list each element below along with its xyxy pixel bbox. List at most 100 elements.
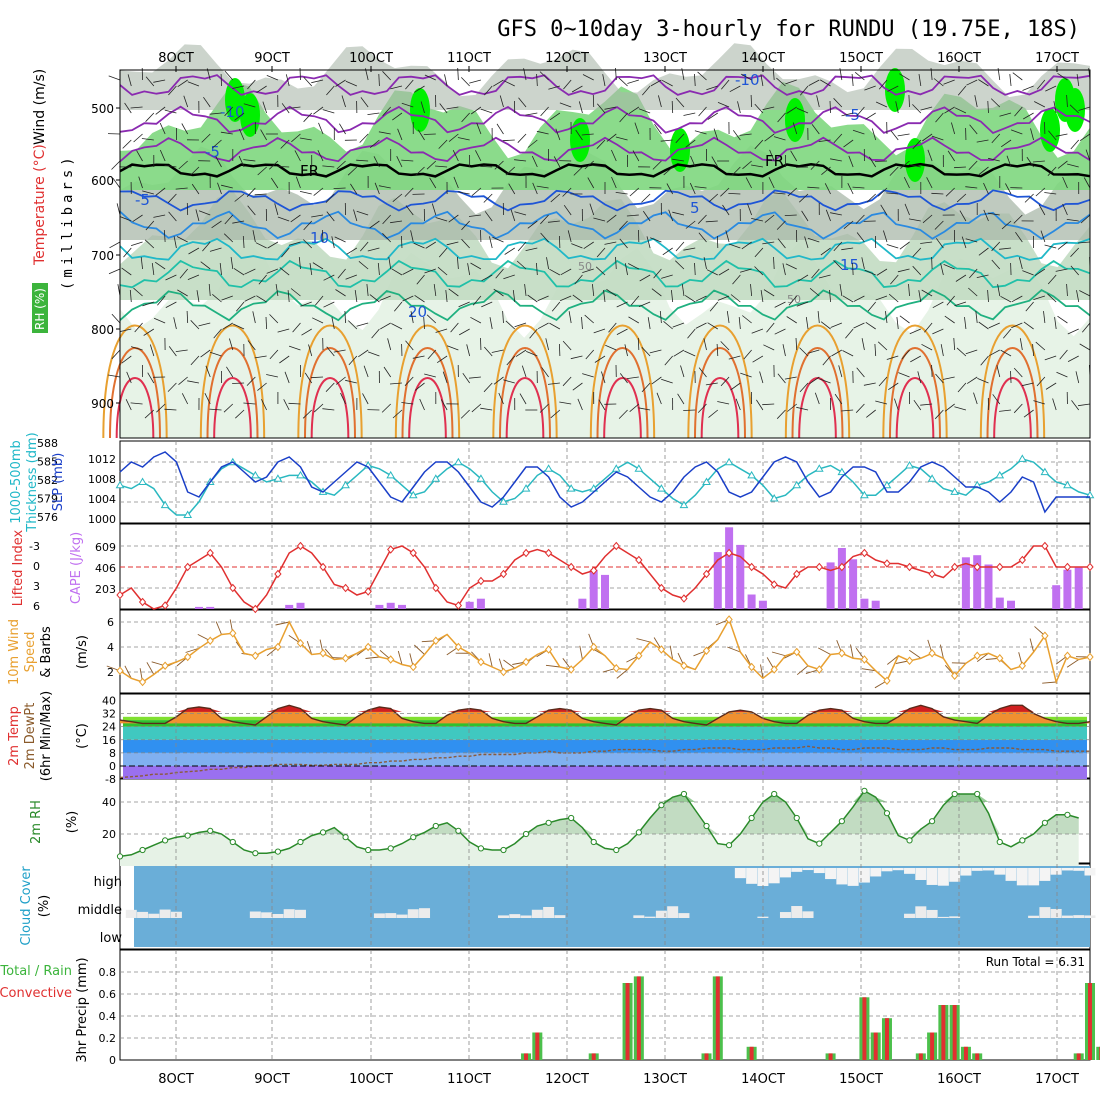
temperature-contour xyxy=(119,136,1091,163)
precip-convective-bar xyxy=(636,976,641,1060)
wind-barb xyxy=(1000,139,1012,148)
wind-barb xyxy=(1032,343,1035,357)
wind-barb xyxy=(931,135,944,141)
wind-barb xyxy=(512,290,516,303)
wind-barb xyxy=(531,155,538,168)
lifted-index-line-point xyxy=(409,548,417,558)
wind-barb xyxy=(414,85,425,93)
wind-barb xyxy=(1023,321,1034,330)
wind-barb xyxy=(438,247,448,258)
wind-barb xyxy=(808,79,820,86)
wind-barb xyxy=(991,241,1001,252)
contour-label: -10 xyxy=(220,103,245,121)
wind-barb xyxy=(895,101,899,114)
wind-barb xyxy=(677,393,685,405)
wind-barb xyxy=(119,216,132,222)
wind-barb xyxy=(730,294,741,303)
wind-barb xyxy=(288,345,301,351)
wind-barb xyxy=(255,242,267,249)
thickness-line xyxy=(119,458,1091,516)
cape-bar xyxy=(386,602,395,609)
wind-barb xyxy=(697,71,707,81)
wind-barb xyxy=(694,262,696,276)
wind-barb xyxy=(524,284,527,297)
wind-barb xyxy=(954,107,967,114)
wind-barb xyxy=(887,85,899,92)
wind-barb xyxy=(773,192,786,195)
wind-barb xyxy=(426,160,437,170)
wind-tick-label: 6 xyxy=(107,616,114,629)
wind-barb xyxy=(885,311,888,324)
wind-barb xyxy=(333,187,346,189)
wind-barb-10m xyxy=(185,647,200,653)
wind-barb xyxy=(326,85,335,96)
wind-barb xyxy=(353,209,358,222)
wind-barb-10m xyxy=(413,644,425,655)
wind-barb xyxy=(391,323,403,330)
wind-barb xyxy=(541,367,549,378)
contour-label: FR xyxy=(300,162,319,180)
wind-barb xyxy=(423,133,436,135)
wind-barb xyxy=(908,283,910,297)
cape-bar xyxy=(206,606,215,609)
rh2m-point xyxy=(793,814,800,822)
wind-barb xyxy=(458,301,470,308)
wind-barb xyxy=(921,289,933,297)
lifted-index-line-point xyxy=(1063,562,1072,572)
lifted-index-line-point xyxy=(387,545,395,554)
wind-barb xyxy=(754,266,764,276)
wind-speed-line-point xyxy=(454,642,463,652)
thickness-line-point xyxy=(657,484,666,492)
wind-barb xyxy=(921,343,933,351)
wind-barb xyxy=(1078,106,1091,111)
wind-barb xyxy=(854,71,865,81)
wind-barb xyxy=(491,349,504,353)
wind-barb xyxy=(550,193,561,203)
panel-label-group: (%) xyxy=(37,895,52,918)
wind-barb xyxy=(1034,268,1046,277)
panel-label-group: 3hr Precip (mm) xyxy=(75,957,90,1062)
wind-barb xyxy=(111,313,121,324)
wind-barb xyxy=(136,150,143,162)
wind-barb xyxy=(291,133,301,143)
wind-barb xyxy=(777,373,786,384)
wind-barb xyxy=(811,268,820,279)
wind-barb xyxy=(680,365,685,378)
wind-barb xyxy=(147,372,155,384)
wind-barb xyxy=(750,94,753,108)
rh2m-point xyxy=(522,830,530,838)
wind-speed-line-point xyxy=(522,657,530,667)
wind-barb xyxy=(358,260,369,270)
wind-barb xyxy=(606,133,617,142)
wind-barb xyxy=(549,322,561,330)
wind-speed-line-point xyxy=(1086,652,1094,662)
temperature-contour-warm xyxy=(700,377,740,439)
wind-barb xyxy=(198,210,211,216)
wind-barb xyxy=(1076,74,1080,87)
rh2m-point xyxy=(1064,811,1071,818)
wind-barb xyxy=(382,214,391,225)
wind-barb xyxy=(461,112,470,123)
wind-barb xyxy=(707,112,719,120)
wind-barb xyxy=(572,294,583,303)
wind-barb xyxy=(168,85,177,96)
date-label-top: 8OCT xyxy=(158,51,194,66)
wind-barb xyxy=(833,133,843,144)
wind-barb xyxy=(833,98,843,108)
pressure-tick-label: 900 xyxy=(91,397,114,411)
wind-barb xyxy=(606,288,617,297)
wind-barb xyxy=(732,130,741,141)
wind-barb xyxy=(786,106,797,114)
contour-label: 15 xyxy=(840,256,859,274)
wind-barb xyxy=(706,85,718,91)
wind-barb xyxy=(481,301,493,308)
wind-barb xyxy=(874,343,877,357)
precip-convective-legend: Convective xyxy=(0,986,72,1001)
wind-barb xyxy=(1019,338,1023,351)
wind-barb xyxy=(912,104,922,114)
wind-barb xyxy=(423,316,425,330)
date-label-bottom: 12OCT xyxy=(545,1072,589,1087)
cloud-high-bar xyxy=(1061,868,1073,871)
cape-bar xyxy=(601,574,609,609)
wind-barb xyxy=(754,139,764,150)
